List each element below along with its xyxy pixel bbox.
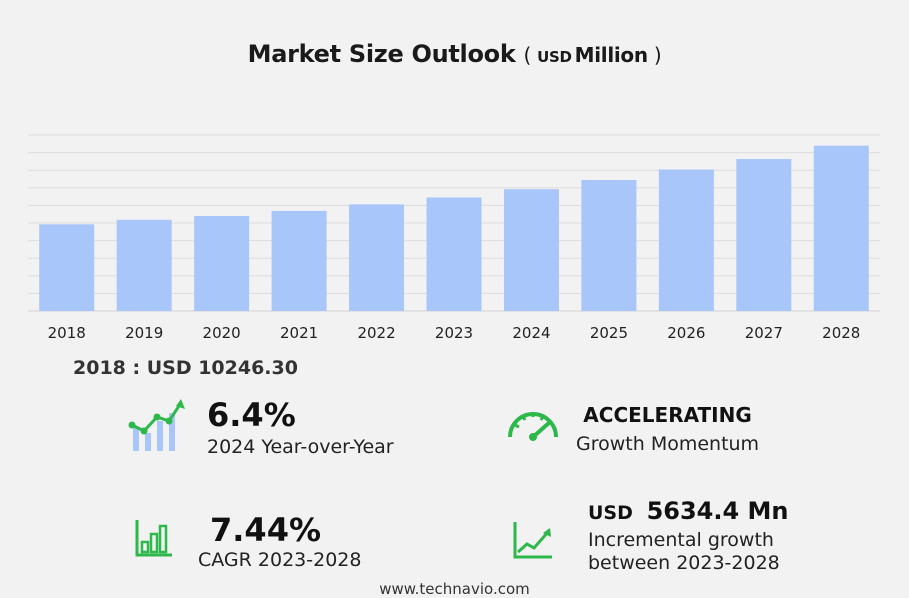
- x-tick-label-2028: 2028: [822, 324, 860, 342]
- x-tick-label-2024: 2024: [512, 324, 550, 342]
- bar-2020: [194, 215, 250, 311]
- yoy-stat: 6.4% 2024 Year-over-Year: [207, 396, 394, 458]
- bar-2024: [503, 189, 559, 311]
- momentum-stat: ACCELERATING Growth Momentum: [576, 403, 759, 455]
- source-footer: www.technavio.com: [379, 580, 530, 598]
- momentum-value: ACCELERATING: [583, 403, 752, 427]
- cagr-stat: 7.44% CAGR 2023-2028: [198, 511, 361, 571]
- incremental-value: 5634.4 Mn: [646, 497, 789, 525]
- chart-bars: [39, 145, 869, 311]
- trend-line-icon: [513, 522, 552, 559]
- bar-2028: [813, 145, 869, 311]
- incremental-value-line: USD 5634.4 Mn: [588, 497, 789, 525]
- x-tick-label-2027: 2027: [745, 324, 783, 342]
- bar-chart-icon: [135, 520, 172, 557]
- momentum-label: Growth Momentum: [576, 433, 760, 455]
- incremental-label-line1: Incremental growth: [588, 529, 774, 551]
- x-tick-label-2026: 2026: [667, 324, 705, 342]
- bar-2019: [116, 219, 172, 311]
- incremental-prefix: USD: [588, 502, 633, 524]
- x-tick-label-2020: 2020: [203, 324, 241, 342]
- bar-2018: [39, 224, 95, 311]
- bar-2025: [581, 180, 637, 311]
- title-unit-currency: USD: [537, 48, 572, 66]
- x-tick-label-2021: 2021: [280, 324, 318, 342]
- x-tick-label-2018: 2018: [48, 324, 86, 342]
- x-tick-label-2025: 2025: [590, 324, 628, 342]
- chart-title: Market Size Outlook ( USD Million ): [0, 40, 909, 68]
- start-value-label: 2018 : USD 10246.30: [73, 357, 298, 379]
- x-tick-label-2022: 2022: [357, 324, 395, 342]
- x-tick-label-2019: 2019: [125, 324, 163, 342]
- title-unit-scale: Million: [574, 43, 649, 67]
- bar-2027: [736, 159, 792, 311]
- cagr-label: CAGR 2023-2028: [198, 549, 362, 571]
- x-tick-label-2023: 2023: [435, 324, 473, 342]
- speedometer-icon: [508, 412, 558, 441]
- title-text: Market Size Outlook: [247, 40, 516, 68]
- bar-2021: [271, 210, 327, 311]
- incremental-label-line2: between 2023-2028: [588, 552, 780, 574]
- yoy-value: 6.4%: [207, 396, 296, 434]
- bar-2026: [658, 169, 714, 311]
- chart-x-tick-labels: 2018 2019 2020 2021 2022 2023 2024 2025 2026 2027…: [48, 324, 861, 342]
- cagr-value: 7.44%: [210, 511, 322, 549]
- yoy-label: 2024 Year-over-Year: [207, 436, 394, 458]
- bar-2022: [349, 204, 405, 311]
- title-unit: ( USD Million ): [523, 43, 662, 67]
- incremental-stat: USD 5634.4 Mn Incremental growth between…: [588, 497, 789, 575]
- growth-chart-icon: [128, 399, 185, 451]
- market-size-bar-chart: 2018 2019 2020 2021 2022 2023 2024 2025 2026 2027…: [28, 134, 880, 342]
- bar-2023: [426, 197, 482, 311]
